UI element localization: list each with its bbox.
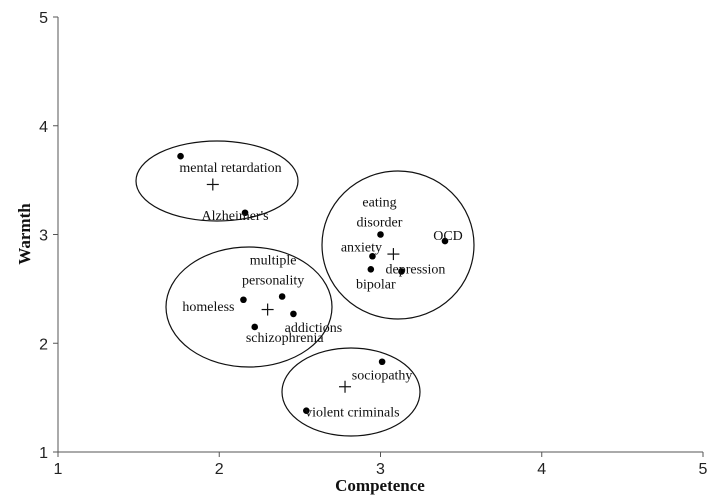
y-axis-title: Warmth (15, 203, 34, 265)
cluster-centroids (206, 178, 400, 393)
x-tick-label: 4 (537, 461, 546, 478)
point-label: eating disorder (357, 196, 403, 231)
data-point (278, 293, 286, 300)
point-label: sociopathy (352, 369, 413, 384)
data-point (441, 237, 449, 245)
point-labels: mental retardation Alzheimer's eating disor… (179, 161, 462, 420)
data-point (378, 358, 386, 366)
x-tick-label: 5 (699, 461, 708, 478)
centroid-cross (261, 303, 274, 316)
y-tick-label: 2 (39, 336, 48, 353)
point-label: violent criminals (305, 406, 399, 421)
centroid-cross (387, 248, 400, 261)
data-point (177, 152, 184, 160)
data-point (240, 296, 247, 304)
data-point (241, 209, 249, 217)
y-tick-label: 3 (39, 228, 48, 245)
centroid-cross (206, 178, 219, 191)
data-point (290, 310, 297, 318)
point-label: depression (386, 262, 446, 277)
data-point (251, 323, 259, 331)
point-label: bipolar (356, 277, 396, 292)
point-label: multiple personality (242, 253, 304, 288)
x-axis-title: Competence (335, 476, 425, 495)
data-point (367, 266, 375, 273)
data-point (398, 268, 405, 275)
cluster-ellipse-1 (135, 140, 299, 222)
point-label: Alzheimer's (202, 209, 269, 224)
cluster-ellipse-2 (321, 170, 475, 320)
data-point (377, 231, 384, 238)
x-tick-label: 3 (376, 461, 385, 478)
cluster-ellipse-3 (165, 246, 333, 368)
cluster-ellipses (135, 140, 475, 437)
point-label: addictions (285, 321, 343, 336)
point-label: OCD (433, 229, 463, 244)
x-ticks: 1 2 3 4 5 (54, 452, 708, 478)
centroid-cross (339, 380, 352, 393)
point-label: anxiety (341, 240, 382, 255)
point-label: homeless (182, 300, 234, 315)
cluster-ellipse-4 (281, 347, 421, 437)
y-tick-label: 4 (39, 119, 48, 136)
y-ticks: 1 2 3 4 5 (39, 10, 58, 462)
y-tick-label: 1 (39, 445, 48, 462)
x-tick-label: 1 (54, 461, 63, 478)
x-tick-label: 2 (215, 461, 224, 478)
data-point (303, 407, 310, 414)
point-label: schizophrenia (246, 331, 325, 346)
data-points (177, 152, 449, 414)
data-point (369, 252, 376, 260)
point-label: mental retardation (179, 161, 281, 176)
y-tick-label: 5 (39, 10, 48, 27)
